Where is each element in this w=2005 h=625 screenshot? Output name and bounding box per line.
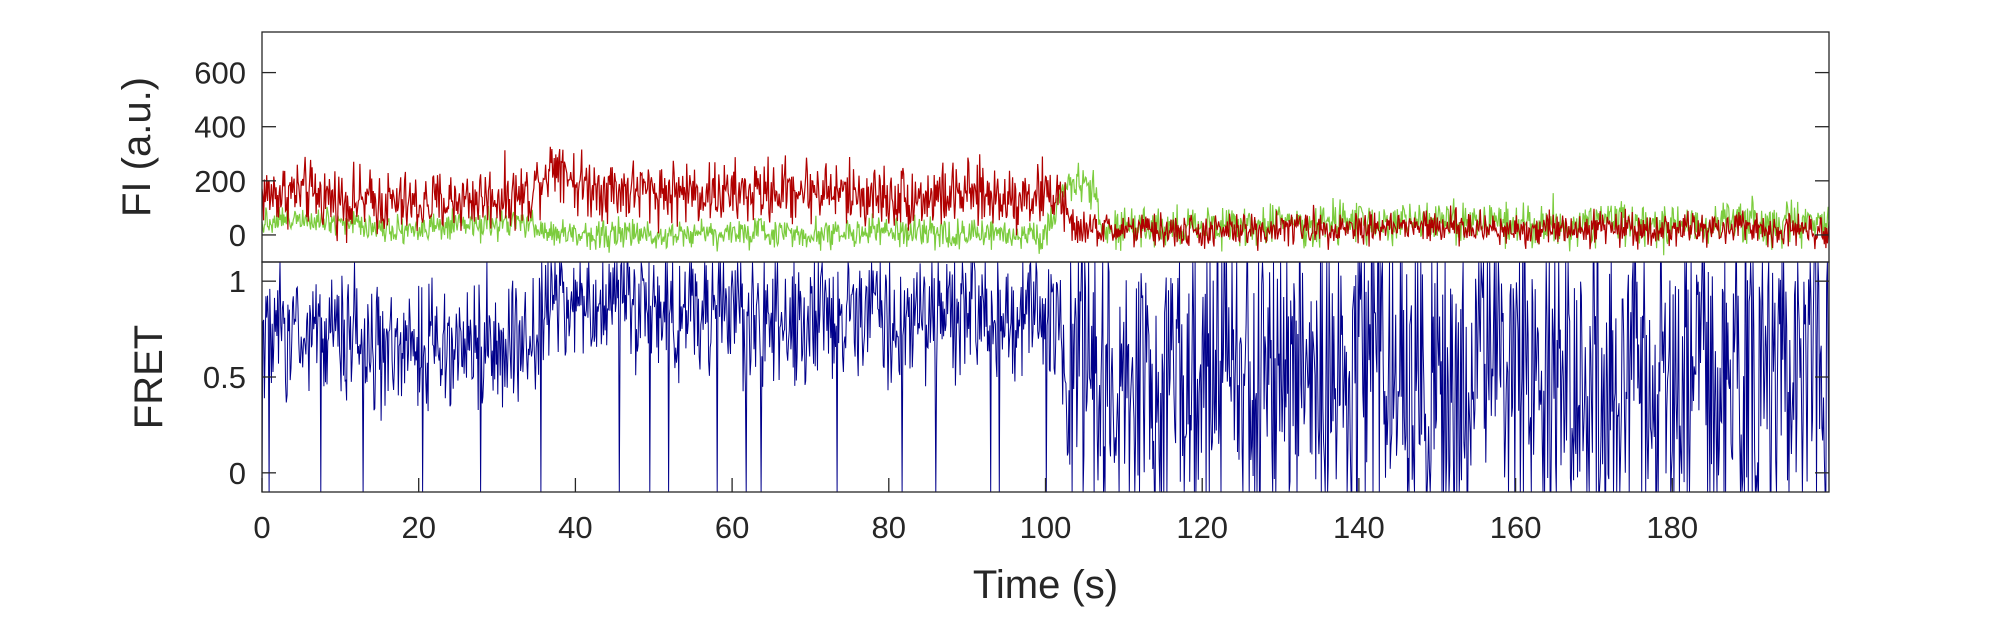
y-tick-label: 400 [194, 110, 246, 145]
x-tick-label: 140 [1333, 510, 1385, 545]
x-tick-label: 60 [715, 510, 749, 545]
x-tick-label: 120 [1176, 510, 1228, 545]
top-ticks-group: 0 200 400 600 [194, 56, 1829, 253]
y-tick-label: 1 [229, 264, 246, 299]
x-tick-label: 0 [253, 510, 270, 545]
y-tick-label: 0.5 [203, 360, 246, 395]
bottom-series-group [261, 261, 1830, 493]
x-tick-label: 100 [1020, 510, 1072, 545]
donor-trace [261, 162, 1830, 256]
top-panel: 0 200 400 600 FI (a.u.) [115, 31, 1830, 263]
bottom-y-axis-label: FRET [127, 325, 171, 429]
y-tick-label: 0 [229, 218, 246, 253]
bottom-ticks-group: 0 0.5 1 0 20 40 60 80 100 120 140 160 180 [203, 264, 1829, 545]
acceptor-trace [261, 146, 1830, 251]
x-tick-label: 80 [872, 510, 906, 545]
x-tick-label: 40 [558, 510, 592, 545]
y-tick-label: 0 [229, 456, 246, 491]
fret-trace [261, 261, 1830, 493]
top-series-group [261, 146, 1830, 256]
x-axis-label: Time (s) [973, 563, 1118, 607]
top-y-axis-label: FI (a.u.) [115, 77, 159, 217]
x-tick-label: 160 [1490, 510, 1542, 545]
y-tick-label: 200 [194, 164, 246, 199]
bottom-panel: 0 0.5 1 0 20 40 60 80 100 120 140 160 180 FRET Time … [127, 261, 1830, 607]
x-tick-label: 20 [401, 510, 435, 545]
y-tick-label: 600 [194, 56, 246, 91]
x-tick-label: 180 [1646, 510, 1698, 545]
